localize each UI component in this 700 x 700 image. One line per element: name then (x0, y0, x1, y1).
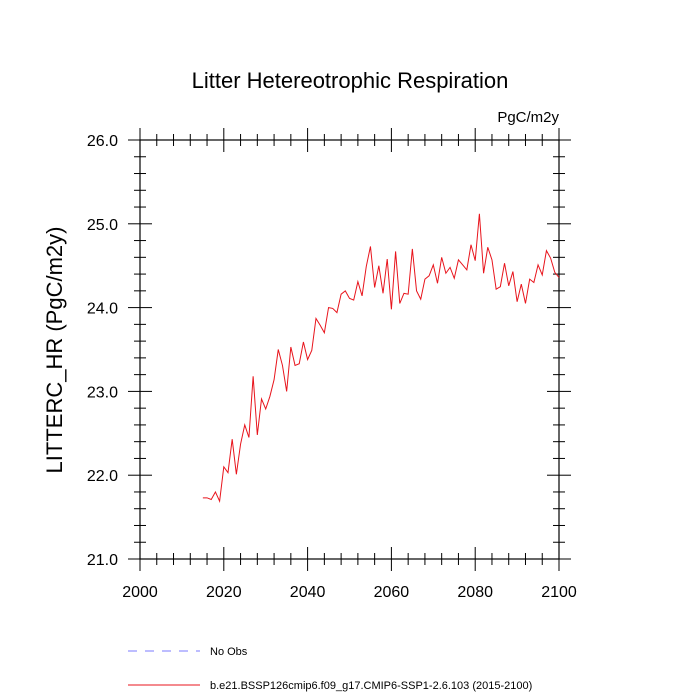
axis-ticks (128, 128, 571, 571)
x-tick-label: 2000 (122, 584, 158, 601)
x-tick-label: 2040 (290, 584, 326, 601)
axis-tick-labels: 2000 2020 2040 2060 2080 2100 21.0 22.0 23.0 24.0… (87, 133, 577, 601)
plot-frame (139, 139, 560, 560)
y-axis-label: LITTERC_HR (PgC/m2y) (42, 227, 67, 474)
x-tick-label: 2060 (374, 584, 410, 601)
x-tick-label: 2080 (457, 584, 493, 601)
units-label: PgC/m2y (497, 109, 559, 126)
legend-label-model: b.e21.BSSP126cmip6.f09_g17.CMIP6-SSP1-2.… (210, 680, 532, 692)
legend-label-no-obs: No Obs (210, 646, 248, 658)
legend: No Obs b.e21.BSSP126cmip6.f09_g17.CMIP6-… (128, 646, 532, 692)
series-line-ssp126 (202, 213, 560, 504)
y-tick-label: 21.0 (87, 552, 118, 569)
chart-title: Litter Hetereotrophic Respiration (192, 68, 509, 93)
x-tick-label: 2100 (541, 584, 577, 601)
y-tick-label: 26.0 (87, 133, 118, 150)
y-tick-label: 25.0 (87, 217, 118, 234)
y-tick-label: 23.0 (87, 384, 118, 401)
y-tick-label: 22.0 (87, 468, 118, 485)
y-tick-label: 24.0 (87, 301, 118, 318)
x-tick-label: 2020 (206, 584, 242, 601)
